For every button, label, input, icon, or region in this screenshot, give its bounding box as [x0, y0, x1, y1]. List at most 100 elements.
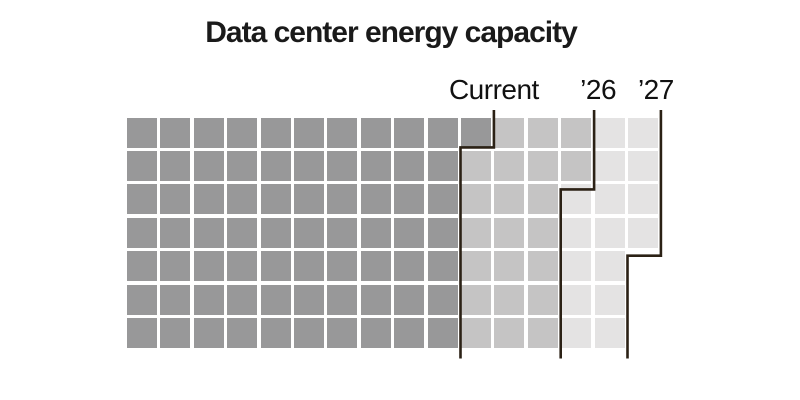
- waffle-cell: [628, 184, 658, 215]
- waffle-cell: [294, 318, 324, 348]
- waffle-cell: [360, 184, 391, 215]
- waffle-cell: [360, 318, 391, 348]
- waffle-cell: [527, 318, 558, 348]
- chart-title: Data center energy capacity: [205, 16, 578, 49]
- waffle-cell: [461, 217, 491, 248]
- waffle-cell: [327, 217, 358, 248]
- waffle-cell: [427, 217, 458, 248]
- waffle-cell: [127, 284, 157, 315]
- waffle-cell: [227, 251, 258, 282]
- waffle-cell: [260, 217, 291, 248]
- waffle-cell: [360, 117, 391, 148]
- waffle-cell: [494, 184, 525, 215]
- waffle-cell: [160, 151, 191, 181]
- waffle-cell: [561, 217, 592, 248]
- waffle-cell: [594, 284, 625, 315]
- waffle-cell: [127, 318, 157, 348]
- waffle-cell: [561, 151, 592, 181]
- waffle-cell: [127, 184, 157, 215]
- waffle-cell: [527, 217, 558, 248]
- waffle-cell: [561, 318, 592, 348]
- waffle-cell: [461, 318, 491, 348]
- waffle-cell: [227, 284, 258, 315]
- waffle-cell: [394, 251, 425, 282]
- waffle-cell: [494, 151, 525, 181]
- waffle-cell: [461, 251, 491, 282]
- waffle-cell: [260, 284, 291, 315]
- milestone-label-current: Current: [448, 74, 539, 105]
- waffle-cell: [260, 251, 291, 282]
- waffle-cell: [160, 184, 191, 215]
- waffle-cell: [527, 184, 558, 215]
- waffle-cell: [227, 318, 258, 348]
- waffle-cell: [394, 217, 425, 248]
- waffle-cell: [494, 217, 525, 248]
- waffle-cell: [127, 217, 157, 248]
- waffle-cell: [127, 151, 157, 181]
- waffle-cell: [494, 318, 525, 348]
- waffle-cell: [561, 251, 592, 282]
- waffle-cell: [494, 117, 525, 148]
- waffle-cell: [461, 184, 491, 215]
- waffle-cell: [260, 151, 291, 181]
- waffle-cell: [527, 151, 558, 181]
- waffle-cell: [427, 117, 458, 148]
- milestone-label-27: ’27: [637, 74, 674, 105]
- waffle-cell: [160, 251, 191, 282]
- waffle-cell: [527, 251, 558, 282]
- waffle-cell: [494, 284, 525, 315]
- waffle-cell: [193, 184, 224, 215]
- waffle-cell: [193, 117, 224, 148]
- waffle-cell: [394, 184, 425, 215]
- waffle-cell: [461, 284, 491, 315]
- waffle-cell: [127, 251, 157, 282]
- waffle-cell: [327, 284, 358, 315]
- waffle-cell: [561, 184, 592, 215]
- waffle-cell: [427, 318, 458, 348]
- waffle-cell: [294, 184, 324, 215]
- waffle-cell: [160, 217, 191, 248]
- waffle-cell: [294, 251, 324, 282]
- waffle-cell: [227, 184, 258, 215]
- waffle-cell: [594, 117, 625, 148]
- waffle-cell: [294, 284, 324, 315]
- waffle-cell: [561, 284, 592, 315]
- waffle-cell: [360, 251, 391, 282]
- waffle-cell: [527, 117, 558, 148]
- waffle-cell: [628, 217, 658, 248]
- waffle-cell: [193, 251, 224, 282]
- waffle-cell: [294, 151, 324, 181]
- waffle-cell: [160, 284, 191, 315]
- waffle-cell: [594, 151, 625, 181]
- waffle-cell: [327, 117, 358, 148]
- waffle-cell: [260, 117, 291, 148]
- waffle-cell: [160, 117, 191, 148]
- waffle-cell: [227, 151, 258, 181]
- waffle-cell: [394, 284, 425, 315]
- waffle-cell: [227, 217, 258, 248]
- waffle-cell: [193, 284, 224, 315]
- waffle-cell: [427, 151, 458, 181]
- waffle-cell: [527, 284, 558, 315]
- waffle-cell: [594, 251, 625, 282]
- waffle-cell: [494, 251, 525, 282]
- waffle-cell: [227, 117, 258, 148]
- waffle-cell: [327, 184, 358, 215]
- waffle-cell: [327, 251, 358, 282]
- waffle-cell: [394, 318, 425, 348]
- waffle-cell: [427, 184, 458, 215]
- waffle-cell: [360, 217, 391, 248]
- waffle-cell: [294, 117, 324, 148]
- waffle-cell: [260, 184, 291, 215]
- waffle-cell: [360, 151, 391, 181]
- waffle-cell: [561, 117, 592, 148]
- waffle-cell: [294, 217, 324, 248]
- waffle-cell: [394, 117, 425, 148]
- waffle-cell: [427, 284, 458, 315]
- waffle-cell: [360, 284, 391, 315]
- waffle-cell: [628, 151, 658, 181]
- waffle-cell: [594, 184, 625, 215]
- waffle-cell: [260, 318, 291, 348]
- waffle-cell: [193, 318, 224, 348]
